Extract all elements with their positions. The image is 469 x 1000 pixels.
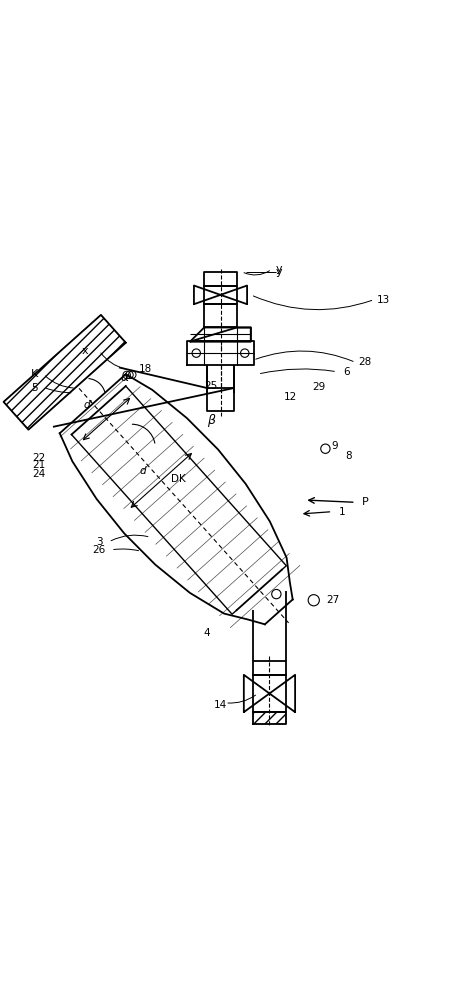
Text: 18: 18	[139, 364, 152, 374]
Text: 29: 29	[312, 382, 325, 392]
Text: x: x	[82, 346, 89, 356]
Text: 25: 25	[204, 381, 218, 391]
Text: 5: 5	[30, 383, 38, 393]
Text: α: α	[121, 371, 129, 384]
Text: β: β	[207, 414, 215, 427]
Text: 13: 13	[377, 295, 390, 305]
Polygon shape	[4, 315, 126, 430]
Text: 14: 14	[214, 700, 227, 710]
Text: 3: 3	[96, 537, 103, 547]
Text: 26: 26	[93, 545, 106, 555]
Text: 28: 28	[358, 357, 371, 367]
Text: d': d'	[83, 400, 92, 410]
Text: d: d	[139, 466, 146, 476]
Text: 24: 24	[32, 469, 45, 479]
Text: y: y	[275, 264, 282, 274]
Text: 27: 27	[326, 595, 339, 605]
Text: y: y	[275, 267, 282, 277]
Text: 1: 1	[339, 507, 345, 517]
Text: K: K	[30, 369, 38, 379]
Text: DK: DK	[171, 474, 186, 484]
Text: 4: 4	[203, 628, 210, 638]
Text: 22: 22	[32, 453, 45, 463]
Text: 21: 21	[32, 460, 45, 470]
Text: P: P	[362, 497, 369, 507]
Text: 9: 9	[332, 441, 338, 451]
Text: 6: 6	[343, 367, 350, 377]
Text: 12: 12	[284, 392, 297, 402]
Text: 8: 8	[345, 451, 352, 461]
